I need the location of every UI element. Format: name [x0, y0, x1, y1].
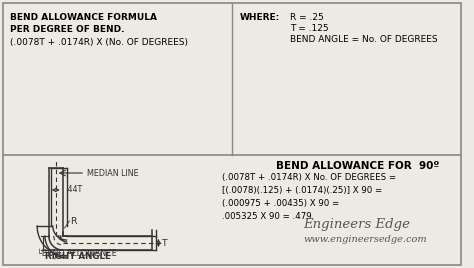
Text: .44T: .44T [65, 185, 83, 195]
Text: www.engineersedge.com: www.engineersedge.com [303, 235, 427, 244]
Text: T = .125: T = .125 [291, 24, 329, 33]
Text: Engineers Edge: Engineers Edge [303, 218, 410, 231]
Text: RIGHT ANGLE: RIGHT ANGLE [45, 252, 111, 261]
Text: PER DEGREE OF BEND.: PER DEGREE OF BEND. [10, 25, 124, 34]
Text: T: T [161, 239, 167, 248]
Text: R: R [71, 217, 77, 225]
Text: (.000975 + .00435) X 90 =: (.000975 + .00435) X 90 = [222, 199, 339, 208]
Text: BEND ANGLE = No. OF DEGREES: BEND ANGLE = No. OF DEGREES [291, 35, 438, 44]
Text: └BEND ALLOWANCE: └BEND ALLOWANCE [37, 249, 117, 258]
Text: WHERE:: WHERE: [239, 13, 280, 22]
Text: (.0078T + .0174R) X (No. OF DEGREES): (.0078T + .0174R) X (No. OF DEGREES) [10, 38, 188, 47]
Text: .005325 X 90 = .479: .005325 X 90 = .479 [222, 212, 311, 221]
Text: (.0078T + .0174R) X No. OF DEGREES =: (.0078T + .0174R) X No. OF DEGREES = [222, 173, 396, 182]
Text: [(.0078)(.125) + (.0174)(.25)] X 90 =: [(.0078)(.125) + (.0174)(.25)] X 90 = [222, 186, 382, 195]
Bar [5, 158, 186, 263]
Text: MEDIAN LINE: MEDIAN LINE [87, 169, 139, 177]
Text: R = .25: R = .25 [291, 13, 324, 22]
Text: BEND ALLOWANCE FOR  90º: BEND ALLOWANCE FOR 90º [276, 161, 439, 171]
Text: BEND ALLOWANCE FORMULA: BEND ALLOWANCE FORMULA [10, 13, 157, 22]
